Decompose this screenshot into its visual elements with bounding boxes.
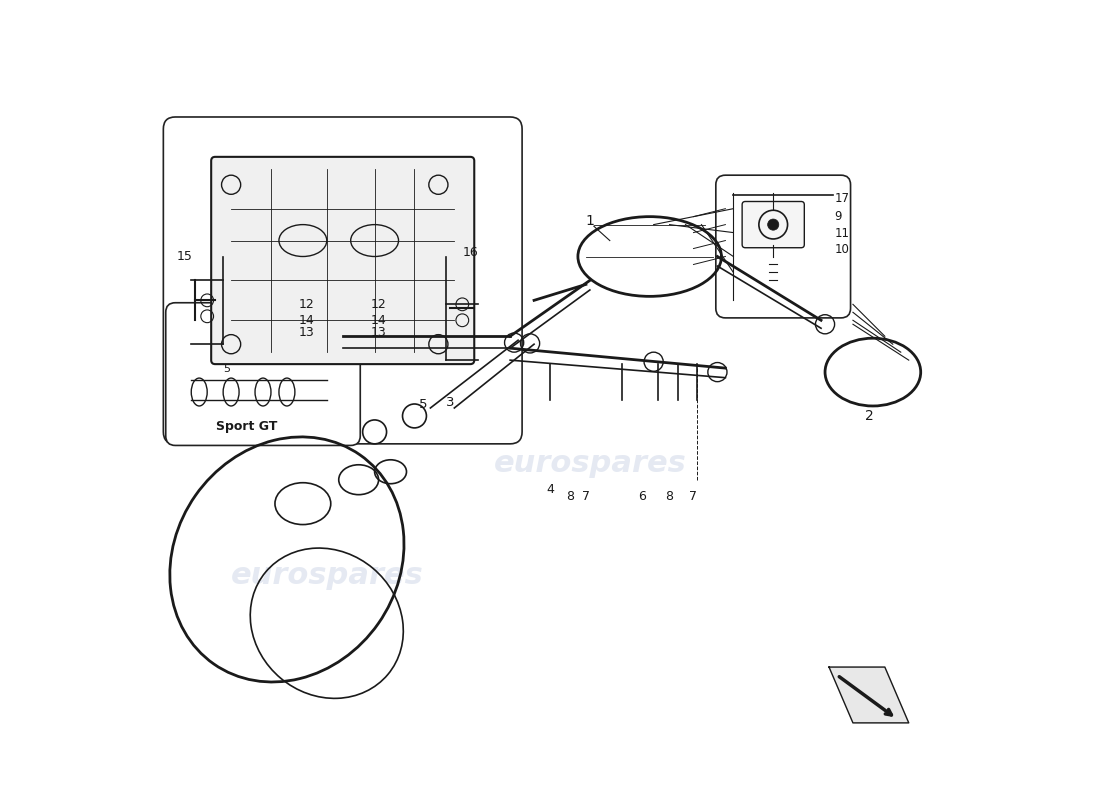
Text: 14: 14 <box>299 314 315 326</box>
Text: 15: 15 <box>177 250 192 263</box>
Text: 4: 4 <box>546 483 554 496</box>
FancyBboxPatch shape <box>166 302 361 446</box>
Text: 3: 3 <box>447 396 455 410</box>
FancyBboxPatch shape <box>211 157 474 364</box>
Text: 8: 8 <box>565 490 574 502</box>
Text: 8: 8 <box>666 490 673 502</box>
Text: 11: 11 <box>835 226 849 239</box>
Text: eurospares: eurospares <box>230 290 424 319</box>
Text: 17: 17 <box>835 192 849 206</box>
FancyBboxPatch shape <box>742 202 804 248</box>
Text: 5: 5 <box>418 398 427 411</box>
Text: 13: 13 <box>371 326 386 338</box>
Text: eurospares: eurospares <box>494 450 686 478</box>
Text: 12: 12 <box>299 298 315 311</box>
Text: 14: 14 <box>371 314 386 326</box>
Text: 1: 1 <box>586 214 595 228</box>
FancyBboxPatch shape <box>716 175 850 318</box>
Polygon shape <box>829 667 909 723</box>
Text: 12: 12 <box>371 298 386 311</box>
Circle shape <box>768 219 779 230</box>
Text: 9: 9 <box>835 210 843 223</box>
Text: 10: 10 <box>835 242 849 255</box>
Text: 5: 5 <box>223 364 230 374</box>
Text: 7: 7 <box>582 490 590 502</box>
Text: 13: 13 <box>299 326 315 338</box>
FancyBboxPatch shape <box>163 117 522 444</box>
Text: 6: 6 <box>638 490 646 502</box>
Text: 2: 2 <box>865 409 873 423</box>
Text: eurospares: eurospares <box>230 561 424 590</box>
Text: 16: 16 <box>462 246 478 259</box>
Text: 7: 7 <box>690 490 697 502</box>
Text: Sport GT: Sport GT <box>217 420 277 433</box>
